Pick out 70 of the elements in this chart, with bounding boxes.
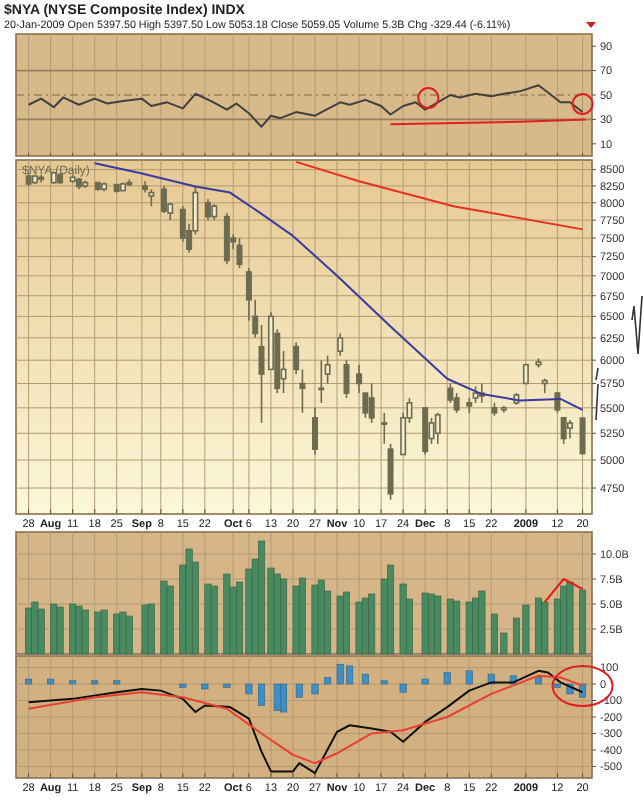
bar <box>311 584 319 655</box>
bar <box>147 603 155 655</box>
bar <box>368 593 376 655</box>
bar <box>465 670 473 685</box>
bar <box>295 683 303 698</box>
bar <box>311 683 319 695</box>
candlestick <box>387 443 394 501</box>
bar <box>25 678 33 685</box>
bar <box>342 591 350 655</box>
bar <box>25 607 33 655</box>
bar <box>465 601 473 655</box>
bar <box>579 589 587 655</box>
bar <box>204 583 212 655</box>
bar <box>434 595 442 655</box>
candlestick <box>368 382 375 424</box>
bar <box>478 590 486 655</box>
candlestick <box>223 212 230 266</box>
candlestick <box>337 332 344 357</box>
bar <box>166 585 174 655</box>
bar <box>273 683 281 711</box>
bar <box>113 613 121 655</box>
bar <box>100 609 108 655</box>
bar <box>201 683 209 690</box>
bar <box>453 600 461 655</box>
bar <box>245 683 253 695</box>
bar <box>336 595 344 655</box>
bar <box>387 564 395 655</box>
bar <box>324 677 332 685</box>
candlestick <box>434 412 441 445</box>
bar <box>298 577 306 655</box>
candlestick <box>560 416 567 445</box>
bar <box>94 611 102 655</box>
bar <box>361 673 369 685</box>
line-series <box>93 162 584 411</box>
bar <box>141 604 149 655</box>
bar <box>125 615 133 655</box>
bar <box>223 573 231 655</box>
bar <box>399 683 407 693</box>
bar <box>355 601 363 655</box>
bar <box>566 581 574 655</box>
candlestick <box>343 359 350 399</box>
bar <box>56 606 64 655</box>
candlestick <box>205 198 211 221</box>
candlestick <box>566 419 573 440</box>
bar <box>280 578 288 655</box>
candlestick <box>318 359 325 404</box>
bar <box>69 603 77 655</box>
bar <box>50 603 58 655</box>
bar <box>81 609 89 655</box>
bar <box>37 608 45 655</box>
bar <box>421 678 429 685</box>
candlestick <box>579 417 586 455</box>
bar <box>421 592 429 655</box>
candlestick <box>381 412 388 445</box>
candlestick <box>312 407 319 456</box>
bar <box>446 598 454 655</box>
bar <box>541 601 549 655</box>
bar <box>210 585 218 655</box>
bar <box>292 585 300 655</box>
bar <box>258 683 266 706</box>
bar <box>443 672 451 685</box>
bar <box>399 583 407 655</box>
bar <box>280 683 288 713</box>
bar <box>47 678 55 685</box>
bar <box>160 580 168 655</box>
candlestick <box>160 185 167 214</box>
bar <box>534 677 542 685</box>
candlestick <box>236 237 243 269</box>
candlestick <box>422 407 429 456</box>
line-series <box>295 160 584 231</box>
